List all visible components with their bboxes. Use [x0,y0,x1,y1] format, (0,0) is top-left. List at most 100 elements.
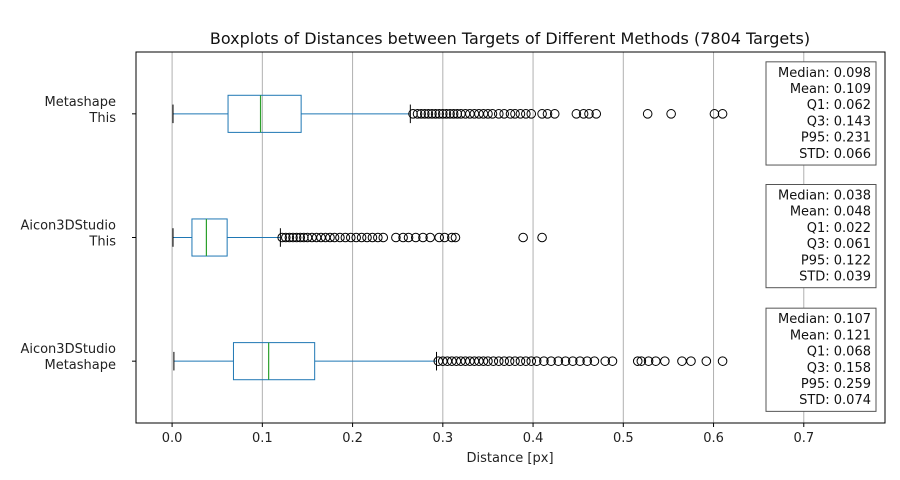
outlier-point [356,232,367,243]
outlier-point [291,232,302,243]
box-iqr [227,94,302,133]
y-tick-label: Aicon3DStudio [20,342,116,357]
chart-title: Boxplots of Distances between Targets of… [210,29,810,48]
stats-line: Median: 0.098 [778,66,871,81]
outlier-point [504,356,515,366]
outlier-point [660,356,670,366]
stats-line: Q1: 0.068 [807,345,871,360]
outlier-point [351,232,361,243]
outlier-point [515,109,526,119]
outlier-point [499,356,509,366]
outlier-point [677,356,687,366]
outlier-point [560,356,571,366]
outlier-point [717,109,728,119]
stats-line: STD: 0.074 [799,393,871,408]
stats-line: Q3: 0.061 [807,237,871,252]
x-tick-label: 0.4 [523,431,544,446]
outlier-point [505,109,516,119]
boxplot-0 [172,94,728,133]
outlier-point [666,109,676,119]
outlier-point [549,109,560,119]
outlier-point [277,232,287,243]
outlier-point [448,109,459,119]
outlier-point [642,109,653,119]
outlier-point [284,232,295,243]
outlier-point [488,356,499,366]
y-tick-label: Aicon3DStudio [20,219,116,234]
stats-line: Mean: 0.048 [790,205,871,220]
outlier-point [515,356,526,366]
outlier-point [591,109,602,119]
outlier-point [410,232,421,243]
x-tick-label: 0.1 [252,431,273,446]
outlier-point [281,232,291,243]
outlier-point [709,109,720,119]
outlier-point [584,109,594,119]
x-tick-label: 0.6 [703,431,724,446]
outlier-point [518,232,528,243]
outlier-point [378,232,389,243]
stats-line: Median: 0.038 [778,189,871,204]
stats-line: Q1: 0.022 [807,221,871,236]
x-tick-label: 0.7 [793,431,814,446]
stats-line: Mean: 0.121 [790,328,871,343]
stats-line: STD: 0.039 [799,270,871,285]
outlier-point [416,109,426,119]
stats-line: Q3: 0.143 [807,114,871,129]
outlier-point [398,232,408,243]
x-tick-label: 0.5 [613,431,634,446]
x-axis: 0.0 0.1 0.2 0.3 0.4 0.5 0.6 0.7 [162,423,814,446]
outlier-point [510,356,520,366]
outlier-point [542,109,553,119]
outlier-point [335,232,345,243]
boxplot-1 [172,218,547,257]
outlier-point [537,232,547,243]
outlier-point [510,109,520,119]
outlier-point [438,109,448,119]
outlier-point [526,109,537,119]
outlier-point [340,232,351,243]
outlier-point [430,109,441,119]
x-tick-label: 0.0 [162,431,183,446]
outlier-point [546,356,556,366]
outlier-point [567,356,578,366]
y-tick-label: Metashape [44,95,116,110]
y-tick-label: This [88,235,116,250]
stats-box-frame [765,307,877,412]
box-iqr [232,342,316,381]
outlier-point [582,356,593,366]
outlier-point [578,109,589,119]
stats-line: Q3: 0.158 [807,361,871,376]
outlier-point [427,109,437,119]
x-axis-title: Distance [px] [466,451,553,466]
outlier-point [450,232,461,243]
outlier-point [412,109,423,119]
outlier-point [553,356,564,366]
outlier-point [521,356,531,366]
outlier-point [539,356,549,366]
outlier-point [445,109,455,119]
stats-line: Mean: 0.109 [790,82,871,97]
outlier-point [419,109,430,119]
outlier-point [288,232,298,243]
outlier-point [607,356,618,366]
outlier-point [632,356,643,366]
outlier-point [439,232,450,243]
outlier-point [345,232,356,243]
outlier-point [537,109,547,119]
outlier-point [434,232,445,243]
stats-box-frame [765,61,877,166]
stats-line: P95: 0.122 [801,253,871,268]
stats-line: Q1: 0.062 [807,98,871,113]
outlier-point [575,356,585,366]
outlier-point [493,109,504,119]
outlier-point [367,232,378,243]
outlier-point [295,232,306,243]
stats-line: P95: 0.259 [801,377,871,392]
stats-line: P95: 0.231 [801,131,871,146]
outlier-point [600,356,611,366]
y-axis: MetashapeThisAicon3DStudioThisAicon3DStu… [20,95,136,373]
